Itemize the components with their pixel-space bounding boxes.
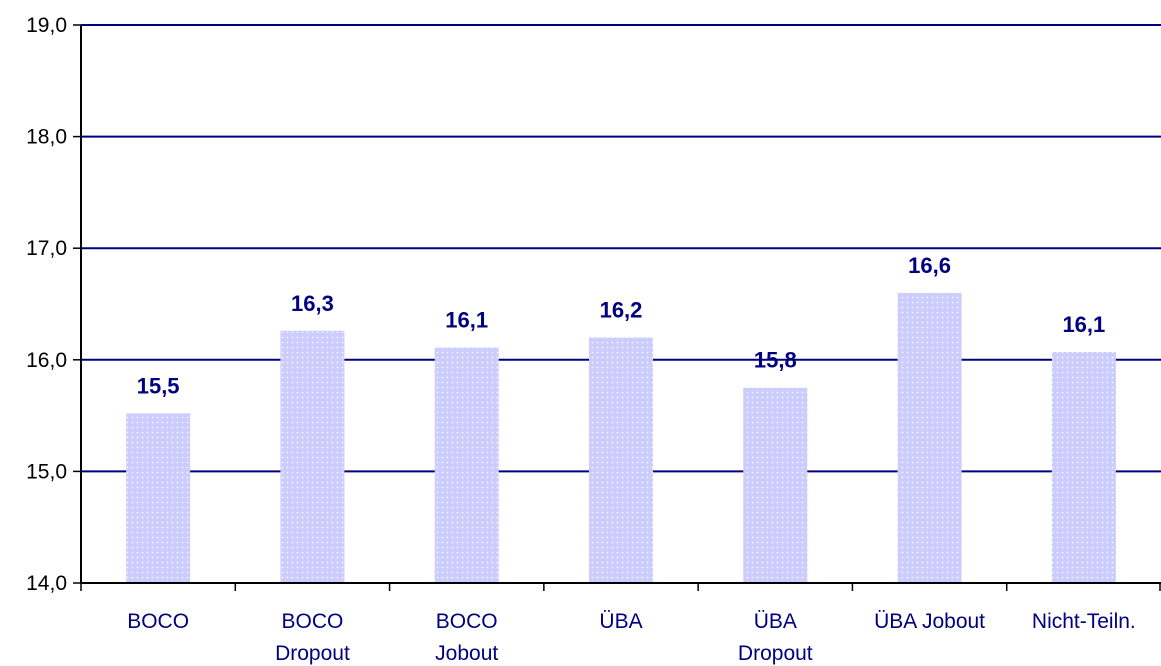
gridlines bbox=[81, 24, 1161, 473]
x-tick-label: BOCO Jobout bbox=[435, 610, 498, 665]
y-tick-label: 19,0 bbox=[26, 14, 67, 37]
data-labels: 15,5 16,3 16,1 16,2 15,8 16,6 16,1 bbox=[137, 253, 1106, 399]
y-tick-labels: 14,0 15,0 16,0 17,0 18,0 19,0 bbox=[26, 14, 67, 595]
x-tick-label: Nicht-Teiln. bbox=[1032, 610, 1136, 633]
x-tick-label: ÜBA Jobout bbox=[874, 610, 985, 633]
data-label: 16,6 bbox=[908, 253, 951, 278]
x-tick-label: BOCO bbox=[127, 610, 189, 633]
bar bbox=[126, 413, 191, 583]
y-tick-label: 15,0 bbox=[26, 460, 67, 483]
data-label: 16,1 bbox=[445, 308, 488, 333]
bar bbox=[743, 387, 808, 583]
axes bbox=[73, 24, 1161, 591]
bar bbox=[1051, 351, 1116, 583]
data-label: 16,3 bbox=[291, 291, 334, 316]
x-tick-label: ÜBA bbox=[599, 610, 642, 633]
x-category-labels: BOCO BOCO Dropout BOCO Jobout ÜBA ÜBA Dropout ÜB… bbox=[127, 610, 1136, 665]
bar bbox=[589, 337, 653, 583]
data-label: 16,1 bbox=[1062, 312, 1105, 337]
x-tick-label: ÜBA Dropout bbox=[738, 610, 813, 665]
data-label: 16,2 bbox=[600, 297, 643, 322]
bar bbox=[897, 292, 962, 583]
x-tick-label: BOCO Dropout bbox=[275, 610, 350, 665]
bar bbox=[280, 330, 345, 583]
data-label: 15,8 bbox=[754, 348, 797, 373]
y-tick-label: 16,0 bbox=[26, 349, 67, 372]
data-label: 15,5 bbox=[137, 373, 180, 398]
y-tick-label: 14,0 bbox=[26, 572, 67, 595]
y-tick-label: 18,0 bbox=[26, 126, 67, 149]
bars bbox=[126, 292, 1116, 583]
bar bbox=[434, 347, 499, 583]
y-tick-label: 17,0 bbox=[26, 237, 67, 260]
